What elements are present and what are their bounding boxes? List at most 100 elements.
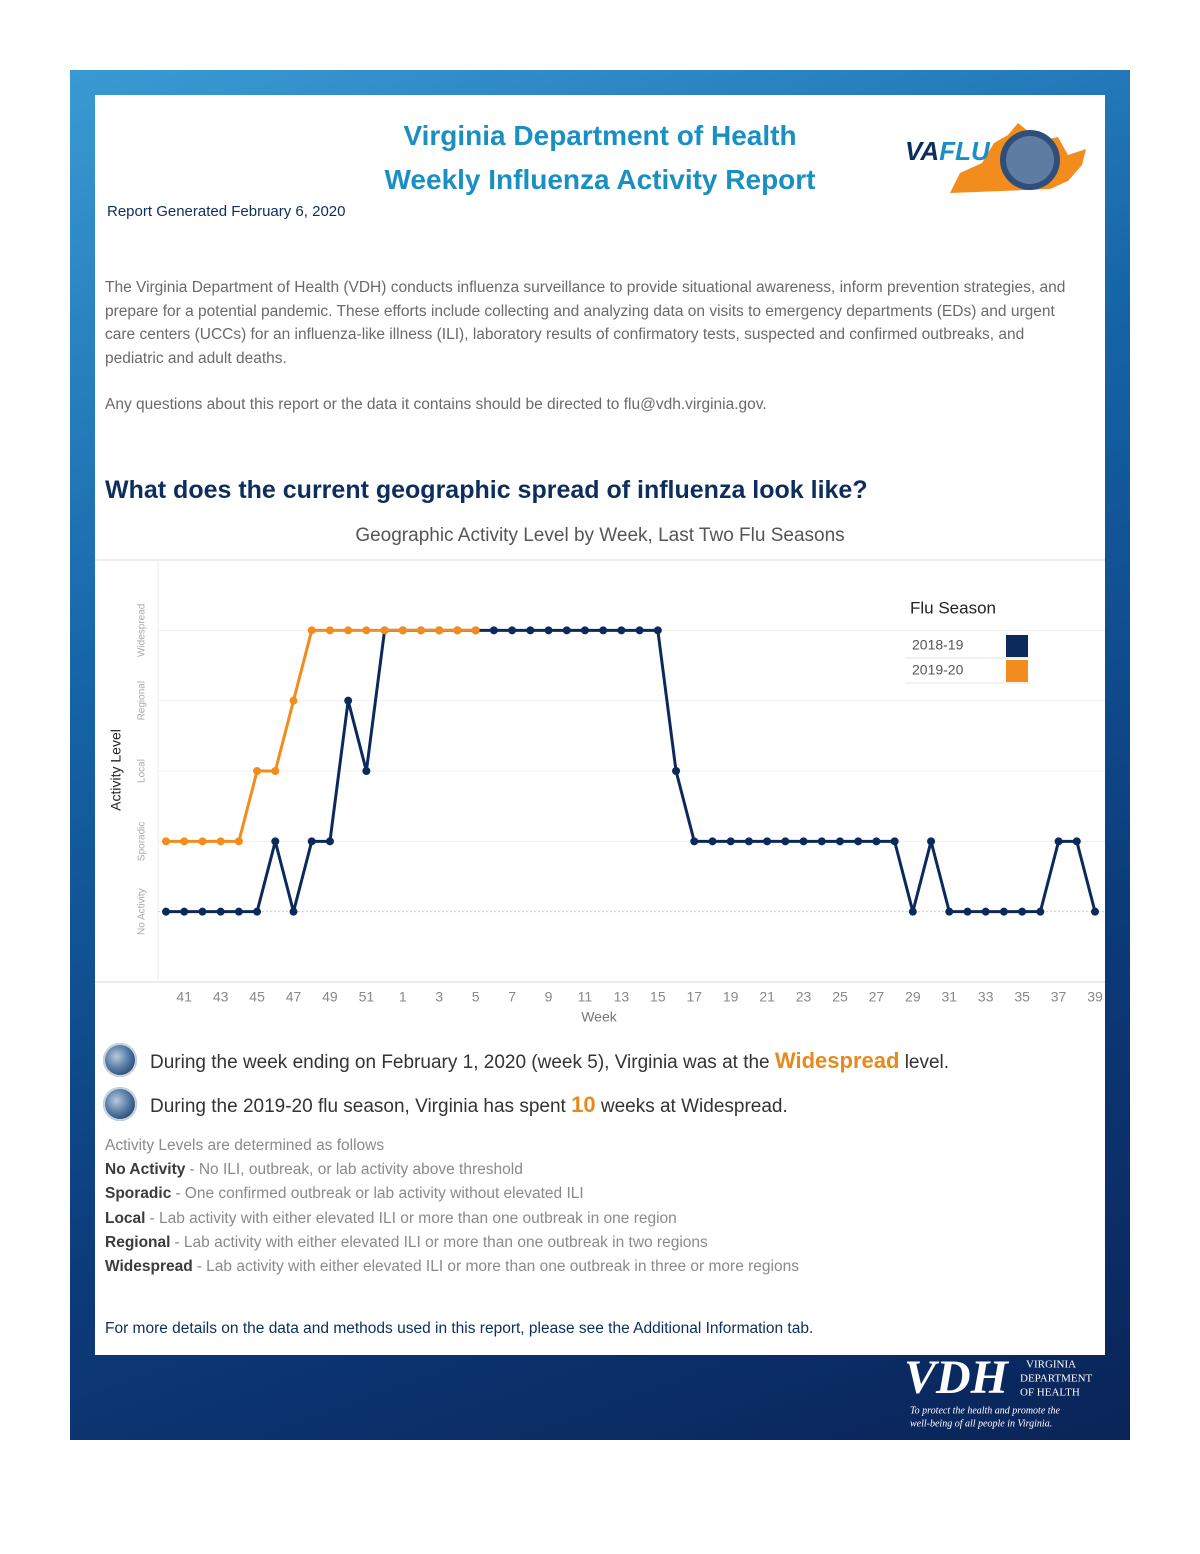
x-tick-label: 27	[869, 989, 885, 1005]
definition: Local - Lab activity with either elevated…	[105, 1207, 799, 1231]
vdh-mark: VDH	[904, 1356, 1010, 1404]
data-point	[362, 767, 371, 775]
x-tick-label: 23	[796, 989, 812, 1005]
data-point	[781, 837, 790, 846]
definition-text: - One confirmed outbreak or lab activity…	[175, 1185, 584, 1203]
data-point	[198, 907, 207, 916]
data-point	[307, 837, 316, 846]
data-point	[927, 837, 936, 846]
data-point	[963, 907, 972, 916]
virus-bullet	[103, 1043, 137, 1077]
data-point	[234, 837, 243, 846]
data-point	[344, 626, 353, 635]
definition: No Activity - No ILI, outbreak, or lab ac…	[105, 1158, 799, 1182]
x-tick-label: 33	[978, 989, 994, 1005]
x-axis-label: Week	[581, 1009, 618, 1025]
vaflu-logo: VAFLU	[905, 123, 1086, 193]
data-point	[453, 626, 462, 635]
data-point	[325, 626, 334, 635]
data-point	[198, 837, 207, 846]
data-point	[307, 626, 316, 635]
virus-bullet	[103, 1087, 137, 1121]
data-point	[162, 837, 170, 846]
y-tick-label: Widespread	[137, 604, 148, 657]
x-tick-label: 45	[249, 989, 265, 1005]
series-line	[166, 628, 1097, 914]
intro-paragraph: Any questions about this report or the d…	[105, 396, 767, 413]
definition: Widespread - Lab activity with either ele…	[105, 1255, 799, 1279]
data-point	[398, 626, 407, 635]
data-point	[1091, 907, 1099, 916]
definitions: Activity Levels are determined as follow…	[105, 1134, 799, 1279]
data-point	[253, 767, 262, 775]
data-point	[763, 837, 772, 846]
report-title: Virginia Department of Health	[403, 120, 797, 151]
y-axis-label: Activity Level	[108, 729, 124, 811]
data-point	[1036, 907, 1045, 916]
chart-title: Geographic Activity Level by Week, Last …	[355, 525, 844, 546]
x-tick-label: 35	[1014, 989, 1030, 1005]
data-point	[999, 907, 1008, 916]
data-point	[216, 907, 225, 916]
legend-swatch	[1006, 635, 1028, 657]
vdh-name: VIRGINIA	[1026, 1359, 1076, 1371]
data-point	[362, 626, 371, 635]
y-tick-label: Regional	[137, 681, 148, 720]
data-point	[599, 626, 608, 635]
definition-term: Local	[105, 1209, 146, 1227]
x-tick-label: 47	[286, 989, 302, 1005]
data-point	[890, 837, 899, 846]
highlight-line: During the 2019-20 flu season, Virginia …	[150, 1092, 788, 1118]
data-point	[289, 696, 298, 705]
legend-title: Flu Season	[910, 598, 996, 617]
data-point	[835, 837, 844, 846]
definition-term: Widespread	[105, 1258, 193, 1276]
x-tick-label: 41	[176, 989, 192, 1005]
x-tick-label: 7	[508, 989, 516, 1005]
logo-prefix: VA	[905, 136, 939, 166]
x-tick-label: 3	[435, 989, 443, 1005]
highlight-text: During the week ending on February 1, 20…	[150, 1052, 775, 1073]
definition-term: Regional	[105, 1233, 171, 1251]
footer-note: For more details on the data and methods…	[105, 1320, 814, 1337]
data-point	[526, 626, 535, 635]
definition-term: Sporadic	[105, 1185, 172, 1203]
definition: Sporadic - One confirmed outbreak or lab …	[105, 1182, 799, 1206]
x-tick-label: 37	[1051, 989, 1067, 1005]
x-tick-label: 17	[686, 989, 702, 1005]
data-point	[380, 626, 389, 635]
intro-paragraph: The Virginia Department of Health (VDH) …	[105, 279, 1066, 367]
highlight-text: During the 2019-20 flu season, Virginia …	[150, 1096, 572, 1117]
x-tick-label: 31	[941, 989, 957, 1005]
data-point	[653, 626, 662, 635]
data-point	[672, 767, 681, 775]
y-tick-label: Sporadic	[137, 822, 148, 861]
data-point	[690, 837, 699, 846]
content-panel	[95, 95, 1105, 1355]
data-point	[908, 907, 917, 916]
logo-suffix: FLU	[939, 136, 991, 166]
report-title: Weekly Influenza Activity Report	[384, 164, 816, 195]
definition-text: - No ILI, outbreak, or lab activity abov…	[189, 1161, 523, 1179]
report-date: Report Generated February 6, 2020	[107, 203, 346, 220]
vdh-name: OF HEALTH	[1020, 1387, 1080, 1399]
x-tick-label: 39	[1087, 989, 1103, 1005]
data-point	[945, 907, 954, 916]
data-point	[435, 626, 444, 635]
data-point	[271, 767, 280, 775]
virus-icon	[1006, 136, 1054, 184]
x-tick-label: 21	[759, 989, 775, 1005]
highlight-emphasis: 10	[571, 1092, 596, 1117]
chart: Geographic Activity Level by Week, Last …	[95, 525, 1105, 1025]
data-point	[854, 837, 863, 846]
x-tick-label: 29	[905, 989, 921, 1005]
x-tick-label: 13	[614, 989, 630, 1005]
x-tick-label: 51	[359, 989, 375, 1005]
x-tick-label: 11	[578, 989, 593, 1005]
highlight-text: weeks at Widespread.	[595, 1096, 788, 1117]
data-point	[1018, 907, 1027, 916]
highlight-line: During the week ending on February 1, 20…	[150, 1048, 949, 1074]
data-point	[253, 907, 262, 916]
x-tick-label: 9	[545, 989, 553, 1005]
